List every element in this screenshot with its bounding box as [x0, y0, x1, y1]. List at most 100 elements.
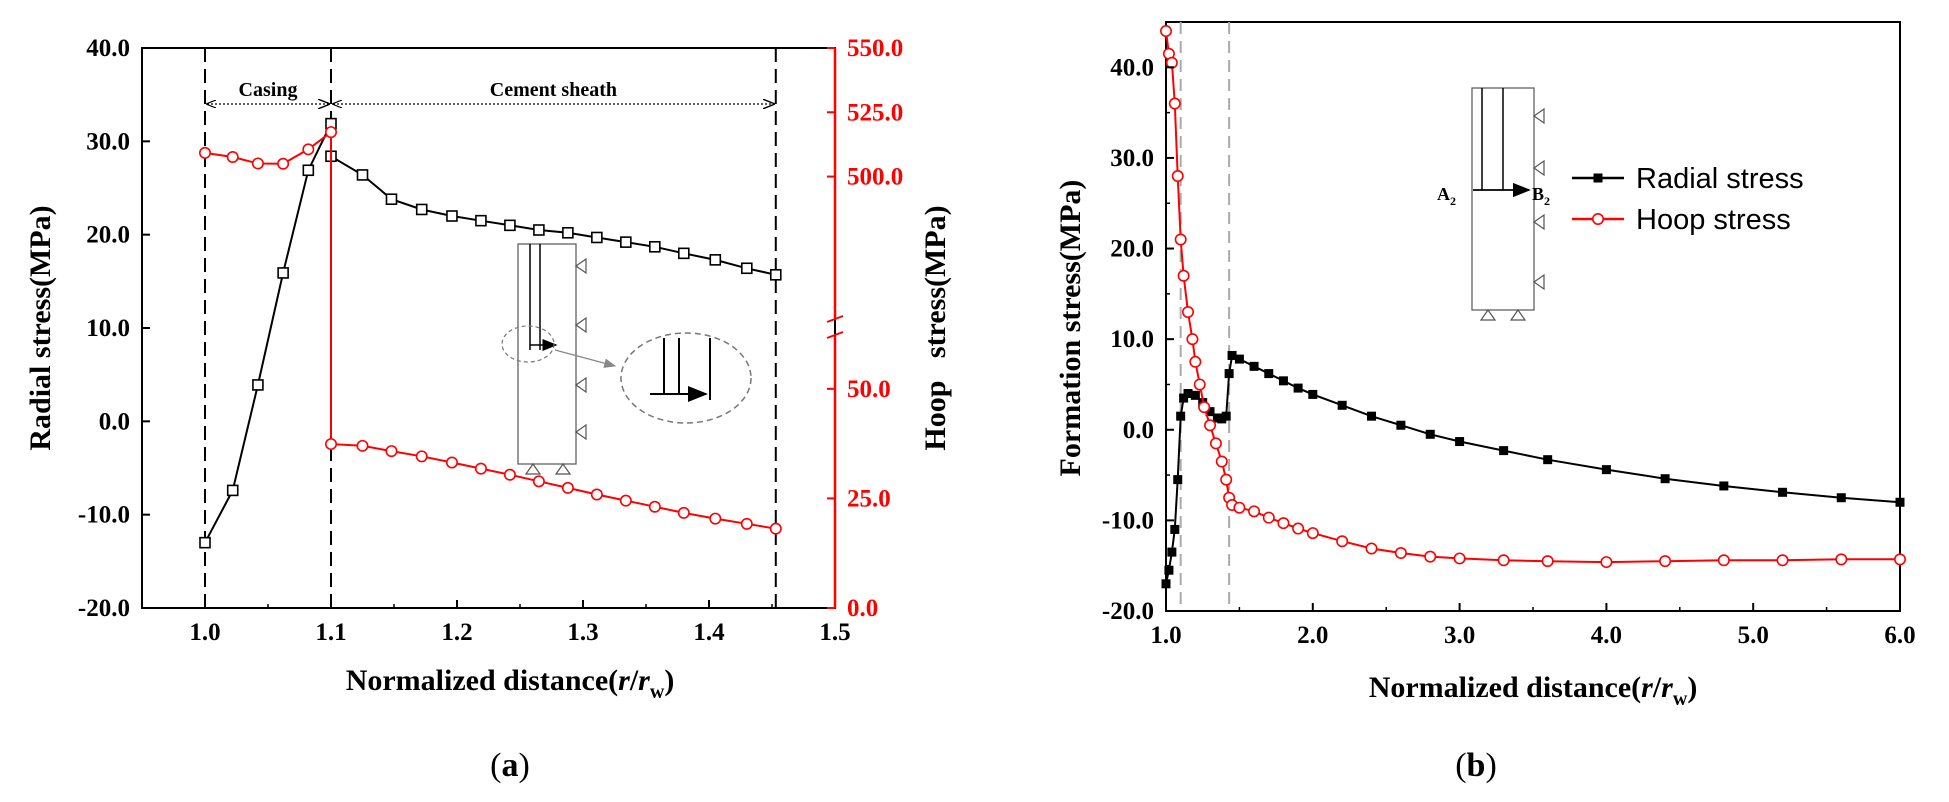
- chart-a-axis-break-mark: [826, 331, 844, 339]
- chart-a-series-line-radial: [204, 123, 777, 544]
- chart-a-point-radial: [620, 236, 632, 248]
- chart-b-point-hoop: [1600, 556, 1613, 569]
- chart-a-point-hoop: [445, 456, 458, 469]
- chart-b-point-radial: [1190, 390, 1200, 400]
- chart-b-legend-label: Radial stress: [1636, 163, 1804, 195]
- chart-a-x-tick-label: 1.0: [189, 619, 220, 646]
- chart-b-point-radial: [1164, 565, 1174, 575]
- chart-b-point-radial: [1836, 493, 1846, 503]
- chart-b-point-hoop: [1168, 97, 1181, 110]
- chart-a-x-axis-title: Normalized distance(r/rw): [346, 664, 675, 703]
- chart-b-y-tick-label: 20.0: [1110, 236, 1154, 263]
- chart-a-region-boundaries: [204, 48, 777, 608]
- chart-b-legend-marker: [1592, 213, 1605, 226]
- chart-a-y-tick-label: 40.0: [86, 35, 130, 62]
- chart-a-point-radial: [385, 193, 398, 205]
- chart-a-x-tick-label: 1.3: [567, 619, 598, 646]
- panel-label-b: (b): [1455, 747, 1497, 784]
- chart-a-x-tick-label: 1.2: [441, 619, 472, 646]
- chart-a-plot-frame: [141, 47, 836, 609]
- chart-b-point-radial: [1176, 411, 1186, 421]
- chart-a-point-hoop: [324, 126, 337, 139]
- chart-a-y-tick-label: -10.0: [78, 502, 130, 529]
- chart-b-point-radial: [1396, 420, 1406, 430]
- chart-b-inset-support: [1532, 159, 1545, 177]
- chart-a-point-hoop: [199, 146, 212, 159]
- chart-b-y-tick-label: 10.0: [1110, 326, 1154, 353]
- chart-b-inset-point-a: A2: [1437, 184, 1456, 208]
- chart-b-y-tick-label: 40.0: [1110, 54, 1154, 81]
- chart-b-point-radial: [1719, 481, 1729, 491]
- chart-b-point-radial: [1601, 465, 1611, 475]
- chart-a-point-radial: [769, 268, 782, 281]
- chart-b-point-hoop: [1248, 505, 1261, 518]
- chart-b-point-radial: [1455, 437, 1465, 447]
- chart-b-inset-point-b: B2: [1532, 184, 1550, 208]
- chart-a-y-tick-label: 20.0: [86, 222, 130, 249]
- chart-a-point-hoop: [590, 488, 603, 501]
- chart-b-point-radial: [1895, 497, 1905, 507]
- chart-a-y-tick-label: 10.0: [86, 315, 130, 342]
- chart-a-right-tick-label: 500.0: [847, 164, 903, 191]
- chart-b-point-radial: [1293, 383, 1303, 393]
- chart-a-point-radial: [533, 224, 545, 236]
- chart-a-inset-focus-ring: [501, 325, 555, 363]
- chart-a-series-line-hoop: [204, 130, 776, 530]
- chart-b-y-tick-label: -20.0: [1102, 598, 1154, 625]
- chart-b-x-tick-label: 2.0: [1297, 622, 1328, 649]
- chart-a-point-radial: [740, 262, 753, 275]
- chart-b-point-radial: [1543, 455, 1553, 465]
- chart-a-point-hoop: [561, 481, 574, 494]
- chart-b-point-radial: [1499, 446, 1509, 456]
- chart-b-point-radial: [1224, 369, 1234, 379]
- chart-b-legend-marker: [1593, 173, 1603, 183]
- chart-a-inset-zoom-circle: [620, 332, 752, 424]
- chart-a-y-tick-label: -20.0: [78, 595, 130, 622]
- chart-b-series-line-radial: [1165, 354, 1901, 585]
- chart-b-point-radial: [1161, 579, 1171, 589]
- chart-a-point-hoop: [740, 517, 753, 530]
- chart-b-point-hoop: [1424, 550, 1437, 563]
- chart-a-point-radial: [277, 267, 289, 279]
- chart-a-point-hoop: [356, 439, 369, 452]
- chart-a-point-radial: [562, 227, 574, 239]
- chart-b-point-radial: [1234, 354, 1244, 364]
- chart-b-point-hoop: [1541, 555, 1554, 568]
- chart-b-point-hoop: [1193, 378, 1206, 391]
- chart-b-point-radial: [1227, 350, 1237, 360]
- chart-a-point-hoop: [385, 445, 398, 458]
- chart-a-point-radial: [677, 247, 690, 260]
- chart-b-x-tick-label: 6.0: [1884, 622, 1915, 649]
- chart-b-point-hoop: [1894, 553, 1907, 566]
- chart-b-point-hoop: [1177, 269, 1190, 282]
- chart-a-series: [199, 117, 782, 549]
- chart-b-point-hoop: [1453, 552, 1466, 565]
- chart-a-point-hoop: [709, 512, 722, 525]
- chart-b-point-radial: [1249, 361, 1259, 371]
- chart-a-point-radial: [356, 169, 369, 181]
- chart-a-right-tick-label: 0.0: [847, 595, 878, 622]
- chart-b-point-radial: [1425, 429, 1435, 439]
- chart-a-point-radial: [709, 254, 722, 266]
- chart-a-point-radial: [591, 231, 603, 244]
- chart-a-x-tick-label: 1.4: [693, 619, 725, 646]
- chart-a-point-hoop: [415, 450, 428, 463]
- chart-b-point-hoop: [1174, 233, 1187, 246]
- chart-b-inset-support: [1532, 107, 1545, 125]
- chart-a-point-hoop: [324, 438, 337, 451]
- chart-b-point-hoop: [1835, 553, 1848, 566]
- chart-a-right-tick-label: 550.0: [847, 35, 903, 62]
- chart-b-point-hoop: [1717, 554, 1730, 567]
- chart-a-point-hoop: [474, 462, 487, 475]
- chart-a-left-axis-title: Radial stress(MPa): [24, 205, 57, 450]
- chart-b-point-hoop: [1160, 25, 1173, 38]
- chart-a-point-hoop: [769, 522, 782, 535]
- chart-b-reference-lines: [1179, 22, 1231, 611]
- chart-b-point-hoop: [1659, 555, 1672, 568]
- chart-a-point-radial: [504, 219, 516, 232]
- chart-a-x-tick-label: 1.1: [315, 619, 346, 646]
- chart-b-axes: 1.0 2.0 3.0 4.0 5.0 6.0 40.0 30.0 20.0 10.0 0.0 -10…: [1102, 21, 1916, 649]
- chart-b-y-tick-label: -10.0: [1102, 507, 1154, 534]
- chart-b-point-radial: [1221, 411, 1231, 421]
